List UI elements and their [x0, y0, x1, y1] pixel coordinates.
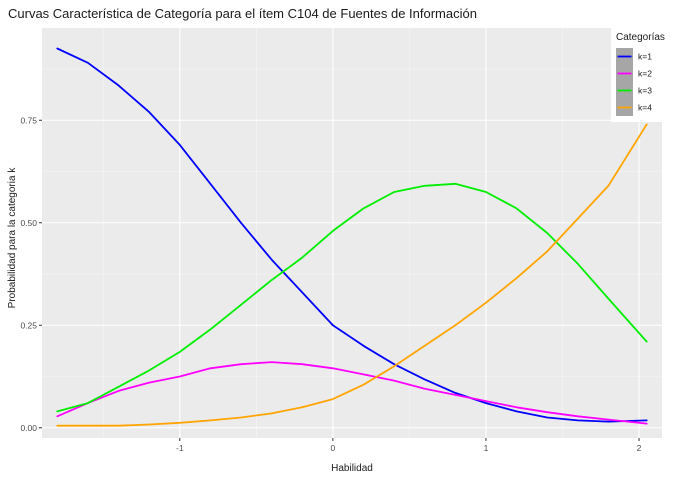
x-tick-label: 0	[330, 443, 335, 453]
chart-title: Curvas Característica de Categoría para …	[8, 6, 477, 21]
series-line-k2	[56, 361, 648, 425]
legend-label-k2: k=2	[638, 69, 652, 79]
y-axis-title: Probabilidad para la categoria k	[7, 167, 18, 309]
series-line-k4	[56, 123, 648, 427]
legend-label-k3: k=3	[638, 86, 652, 96]
x-tick-label: 2	[637, 443, 642, 453]
series-line-k3	[56, 182, 648, 413]
axis-ticks	[39, 119, 640, 441]
legend: Categorías k=1 k=2 k=3 k=4	[611, 26, 671, 122]
legend-label-k1: k=1	[638, 52, 652, 62]
x-tick-label: 1	[484, 443, 489, 453]
tick-labels: -1 0 1 2 0.00 0.25 0.50 0.75	[20, 115, 641, 453]
y-tick-label: 0.25	[20, 320, 37, 330]
legend-title: Categorías	[616, 32, 665, 43]
x-tick-label: -1	[176, 443, 184, 453]
grid-major	[42, 28, 662, 438]
y-tick-label: 0.50	[20, 218, 37, 228]
legend-label-k4: k=4	[638, 103, 652, 113]
y-tick-label: 0.00	[20, 423, 37, 433]
series-line-k1	[56, 47, 648, 423]
grid-minor	[42, 28, 662, 438]
plot-panel	[42, 28, 662, 438]
legend-items: k=1 k=2 k=3 k=4	[616, 48, 652, 116]
x-axis-title: Habilidad	[331, 463, 373, 474]
y-tick-label: 0.75	[20, 115, 37, 125]
series-lines	[56, 47, 648, 427]
